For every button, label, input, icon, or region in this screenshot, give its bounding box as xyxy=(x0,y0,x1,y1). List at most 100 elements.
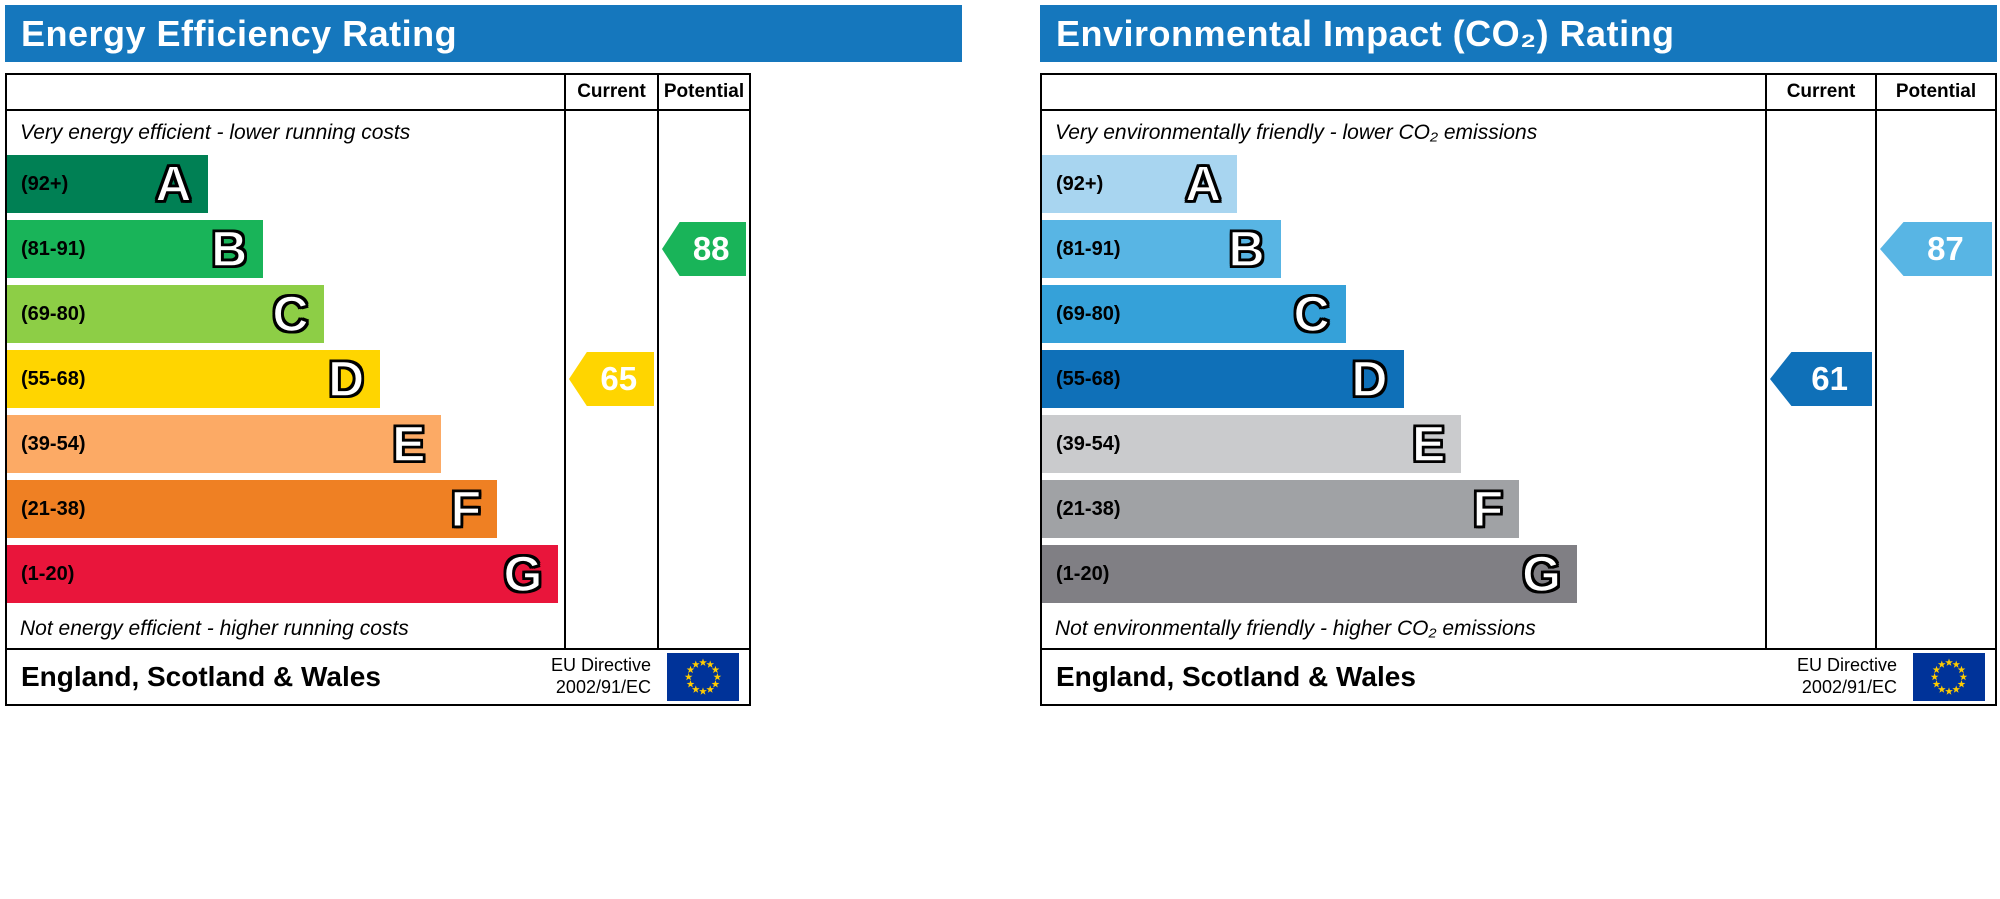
band-bar-d: (55-68) D xyxy=(7,350,381,408)
current-rating-column: 61 xyxy=(1767,111,1877,648)
table-body: Very environmentally friendly - lower CO… xyxy=(1042,111,1995,648)
band-range: (92+) xyxy=(21,172,69,195)
band-row-b: (81-91) B xyxy=(1042,220,1765,278)
table-body: Very energy efficient - lower running co… xyxy=(7,111,749,648)
table-header-row: Current Potential xyxy=(1042,75,1995,111)
band-bar-a: (92+) A xyxy=(7,155,208,213)
band-bar-a: (92+) A xyxy=(1042,155,1238,213)
current-rating-value: 61 xyxy=(1811,360,1848,397)
potential-column-header: Potential xyxy=(1895,81,1977,102)
eu-directive-line2: 2002/91/EC xyxy=(1801,677,1897,697)
band-bar-f: (21-38) F xyxy=(7,480,498,538)
eu-directive-line2: 2002/91/EC xyxy=(555,677,651,697)
band-letter: B xyxy=(210,221,248,277)
band-row-e: (39-54) E xyxy=(7,415,564,473)
band-row-a: (92+) A xyxy=(1042,155,1765,213)
band-bar-b: (81-91) B xyxy=(1042,220,1281,278)
energy-efficiency-header: Energy Efficiency Rating xyxy=(5,5,962,62)
band-bar-g: (1-20) G xyxy=(1042,545,1578,603)
band-range: (92+) xyxy=(1056,172,1104,195)
top-note: Very environmentally friendly - lower CO… xyxy=(1055,121,1538,144)
band-letter: G xyxy=(1521,546,1562,602)
band-letter: B xyxy=(1228,221,1266,277)
epc-charts: Energy Efficiency Rating Current Potenti… xyxy=(5,5,1997,706)
environmental-rating-table: Current Potential Very environmentally f… xyxy=(1040,73,1997,650)
band-bar-c: (69-80) C xyxy=(1042,285,1346,343)
potential-column-header: Potential xyxy=(663,81,745,102)
potential-rating-column: 87 xyxy=(1877,111,1995,648)
band-bar-b: (81-91) B xyxy=(7,220,264,278)
band-letter: E xyxy=(1411,416,1446,472)
region-label: England, Scotland & Wales xyxy=(1056,661,1416,692)
band-bar-c: (69-80) C xyxy=(7,285,325,343)
eu-flag-icon xyxy=(667,653,739,701)
band-range: (81-91) xyxy=(1056,237,1121,260)
current-rating-arrow: 65 xyxy=(569,352,654,406)
band-row-d: (55-68) D xyxy=(1042,350,1765,408)
eu-directive-label: EU Directive 2002/91/EC xyxy=(551,655,651,698)
band-row-g: (1-20) G xyxy=(1042,545,1765,603)
rating-bands: (92+) A (81-91) B (69-80 xyxy=(1042,155,1765,603)
band-bar-f: (21-38) F xyxy=(1042,480,1520,538)
band-row-a: (92+) A xyxy=(7,155,564,213)
band-row-e: (39-54) E xyxy=(1042,415,1765,473)
band-range: (21-38) xyxy=(1056,497,1121,520)
band-letter: G xyxy=(503,546,543,602)
current-rating-column: 65 xyxy=(566,111,659,648)
environmental-impact-header: Environmental Impact (CO₂) Rating xyxy=(1040,5,1997,62)
band-letter: A xyxy=(155,156,193,212)
energy-efficiency-panel: Energy Efficiency Rating Current Potenti… xyxy=(5,5,962,706)
energy-rating-table: Current Potential Very energy efficient … xyxy=(5,73,751,650)
band-range: (55-68) xyxy=(1056,367,1121,390)
environmental-impact-panel: Environmental Impact (CO₂) Rating Curren… xyxy=(1040,5,1997,706)
band-range: (81-91) xyxy=(21,237,86,260)
eu-directive-label: EU Directive 2002/91/EC xyxy=(1797,655,1897,698)
top-note: Very energy efficient - lower running co… xyxy=(20,121,411,144)
panel-footer: England, Scotland & Wales EU Directive 2… xyxy=(5,650,751,706)
current-column-header: Current xyxy=(566,75,659,109)
page-title: Environmental Impact (CO₂) Rating xyxy=(1056,12,1675,54)
eu-directive-line1: EU Directive xyxy=(1796,655,1897,676)
band-row-b: (81-91) B xyxy=(7,220,564,278)
band-row-g: (1-20) G xyxy=(7,545,564,603)
potential-rating-column: 88 xyxy=(659,111,749,648)
band-row-f: (21-38) F xyxy=(1042,480,1765,538)
band-letter: F xyxy=(1472,481,1504,537)
chart-column-header xyxy=(1042,75,1767,109)
band-row-f: (21-38) F xyxy=(7,480,564,538)
band-range: (1-20) xyxy=(21,562,75,585)
band-bar-d: (55-68) D xyxy=(1042,350,1404,408)
potential-rating-value: 87 xyxy=(1927,230,1964,267)
panel-footer: England, Scotland & Wales EU Directive 2… xyxy=(1040,650,1997,706)
band-letter: A xyxy=(1184,156,1222,212)
chart-column-header xyxy=(7,75,566,109)
page-title: Energy Efficiency Rating xyxy=(21,12,458,54)
table-header-row: Current Potential xyxy=(7,75,749,111)
band-row-c: (69-80) C xyxy=(7,285,564,343)
band-letter: C xyxy=(1293,286,1331,342)
current-column-header: Current xyxy=(1767,75,1877,109)
potential-rating-value: 88 xyxy=(692,230,730,267)
potential-rating-arrow: 88 xyxy=(662,222,746,276)
band-letter: E xyxy=(391,416,426,472)
band-range: (21-38) xyxy=(21,497,86,520)
band-bar-e: (39-54) E xyxy=(7,415,442,473)
band-letter: F xyxy=(450,481,482,537)
band-range: (1-20) xyxy=(1056,562,1110,585)
band-range: (69-80) xyxy=(1056,302,1121,325)
band-letter: C xyxy=(272,286,310,342)
bottom-note: Not environmentally friendly - higher CO… xyxy=(1055,617,1536,640)
eu-flag-icon xyxy=(1913,653,1985,701)
band-range: (69-80) xyxy=(21,302,86,325)
band-letter: D xyxy=(1351,351,1389,407)
bottom-note: Not energy efficient - higher running co… xyxy=(20,617,409,640)
bands-chart-area: Very environmentally friendly - lower CO… xyxy=(1042,111,1767,648)
band-range: (55-68) xyxy=(21,367,86,390)
region-label: England, Scotland & Wales xyxy=(21,661,381,692)
eu-directive-line1: EU Directive xyxy=(550,655,651,676)
band-bar-e: (39-54) E xyxy=(1042,415,1462,473)
current-rating-value: 65 xyxy=(600,360,638,397)
band-range: (39-54) xyxy=(1056,432,1121,455)
rating-bands: (92+) A (81-91) B (69-80 xyxy=(7,155,564,603)
band-range: (39-54) xyxy=(21,432,86,455)
